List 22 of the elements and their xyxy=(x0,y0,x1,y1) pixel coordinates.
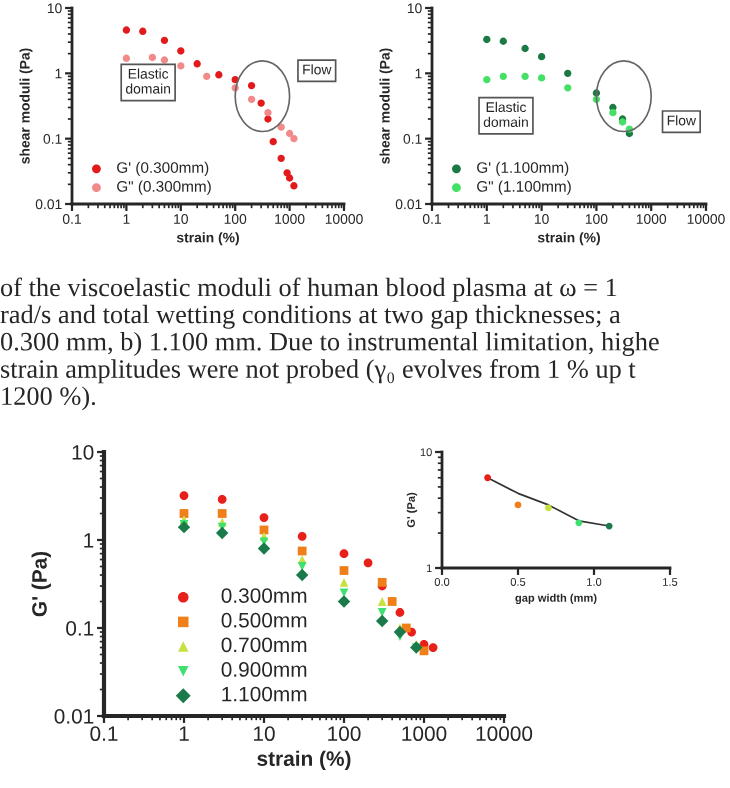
text: strain amplitudes were not probed (γ₀ evolves from 1 % up t xyxy=(1,359,636,384)
y-axis-title: G' (Pa) xyxy=(31,551,51,617)
y-tick-label: 10 xyxy=(72,445,94,460)
legend-label: 0.900mm xyxy=(221,662,307,677)
x-tick-label: 1000 xyxy=(402,726,447,742)
x-axis-title: strain (%) xyxy=(257,750,351,771)
legend-label: 0.300mm xyxy=(221,588,307,603)
legend-label: 0.500mm xyxy=(221,612,307,628)
x-tick-label: 0.1 xyxy=(90,726,118,742)
y-tick-label: 1 xyxy=(84,533,94,548)
text: rad/s and total wetting conditions at two gap thicknesses; a xyxy=(0,304,621,329)
text: 0.300 mm, b) 1.100 mm. Due to instrumental limitation, highe xyxy=(1,332,659,356)
text: 1200 %). xyxy=(2,386,95,411)
x-tick-label: 10 xyxy=(254,726,275,742)
y-tick-label: 0.01 xyxy=(54,709,94,724)
x-tick-label: 100 xyxy=(328,726,361,742)
legend-label: 0.700mm xyxy=(221,637,307,653)
x-tick-label: 1 xyxy=(179,726,189,741)
x-tick-label: 10000 xyxy=(476,726,533,742)
text: of the viscoelastic moduli of human blood plasma at ω = 1 xyxy=(1,277,617,302)
legend-label: 1.100mm xyxy=(222,686,307,702)
y-tick-label: 0.1 xyxy=(66,621,94,636)
